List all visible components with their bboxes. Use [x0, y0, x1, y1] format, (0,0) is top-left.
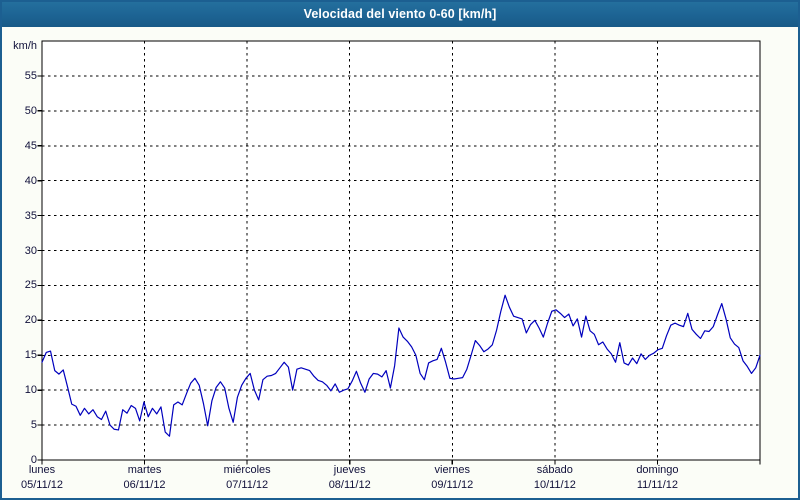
wind-speed-line — [41, 294, 761, 437]
chart-title: Velocidad del viento 0-60 [km/h] — [303, 6, 497, 21]
title-bar: Velocidad del viento 0-60 [km/h] — [0, 0, 800, 27]
plot-area — [41, 40, 761, 461]
